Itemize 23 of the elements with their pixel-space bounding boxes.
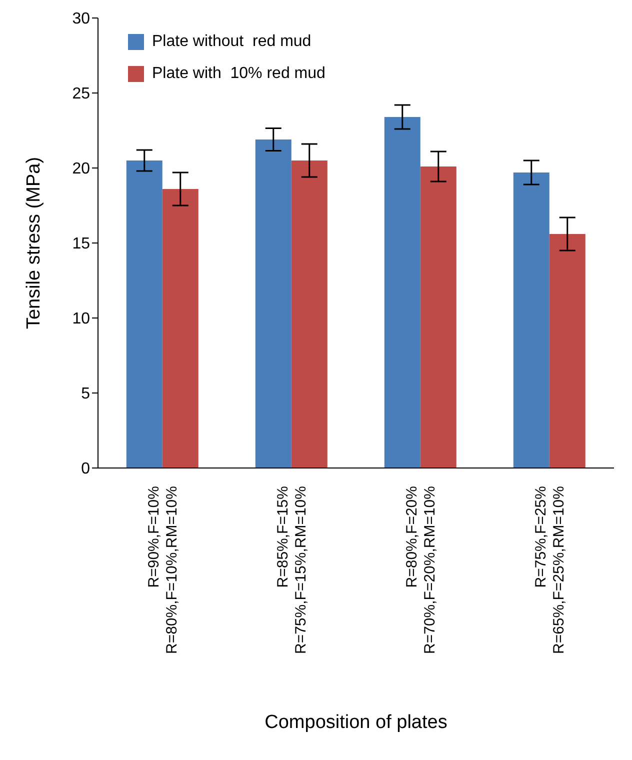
x-tick-label: R=80%,F=20% R=70%,F=20%,RM=10% xyxy=(404,486,438,654)
legend-label: Plate with 10% red mud xyxy=(152,64,326,84)
bar xyxy=(384,117,420,468)
y-tick-label: 10 xyxy=(72,310,90,328)
y-tick-label: 0 xyxy=(81,460,90,478)
bar xyxy=(255,140,292,468)
y-axis-title: Tensile stress (MPa) xyxy=(24,156,45,330)
x-tick-label: R=85%,F=15% R=75%,F=15%,RM=10% xyxy=(274,486,310,654)
bar xyxy=(126,160,162,468)
y-tick-label: 25 xyxy=(72,86,90,103)
y-tick-label: 30 xyxy=(72,10,90,28)
x-tick-label: R=75%,F=25% R=65%,F=25%,RM=10% xyxy=(532,486,568,654)
bar xyxy=(513,172,550,468)
y-tick-label: 5 xyxy=(81,386,90,403)
y-tick-label: 20 xyxy=(72,160,90,178)
bar xyxy=(420,166,456,468)
bar xyxy=(549,234,586,468)
bar xyxy=(162,189,198,468)
bar xyxy=(291,160,328,468)
legend-label: Plate without red mud xyxy=(152,32,312,52)
x-axis-title: Composition of plates xyxy=(264,712,448,733)
y-tick-label: 15 xyxy=(72,236,90,253)
x-tick-label: R=90%,F=10% R=80%,F=10%,RM=10% xyxy=(146,486,180,654)
